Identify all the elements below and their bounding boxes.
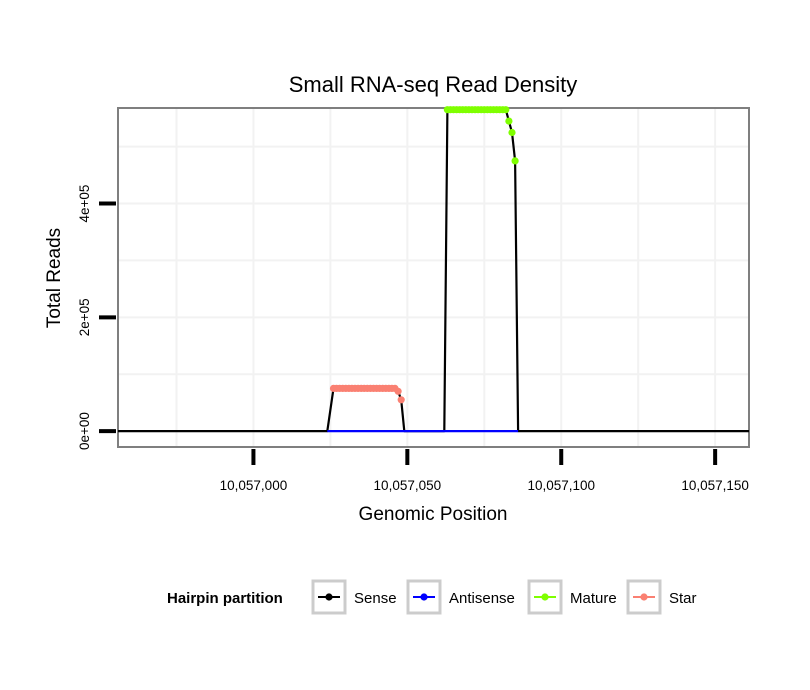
legend-key-point-star xyxy=(640,593,648,601)
grid xyxy=(118,108,749,447)
chart-title: Small RNA-seq Read Density xyxy=(289,72,578,97)
legend-key-point-antisense xyxy=(420,593,428,601)
sense-series-line xyxy=(118,108,749,433)
mature-point xyxy=(505,117,513,125)
y-tick-label: 0e+00 xyxy=(77,412,92,450)
plot-panel-border xyxy=(117,107,750,448)
legend-title: Hairpin partition xyxy=(167,590,283,607)
legend-key-point-sense xyxy=(325,593,333,601)
star-point xyxy=(394,387,402,395)
x-tick-label: 10,057,050 xyxy=(374,478,442,493)
legend-label-sense: Sense xyxy=(354,590,397,607)
y-tick-label: 2e+05 xyxy=(77,298,92,336)
mature-point xyxy=(508,128,516,137)
x-axis: 10,057,000 10,057,050 10,057,100 10,057,150 xyxy=(220,449,749,493)
x-tick-label: 10,057,150 xyxy=(681,478,749,493)
x-tick-label: 10,057,000 xyxy=(220,478,288,493)
y-axis-title: Total Reads xyxy=(44,228,65,328)
mature-point xyxy=(511,157,519,165)
x-tick-label: 10,057,100 xyxy=(527,478,595,493)
legend-key-point-mature xyxy=(541,593,549,601)
mature-point xyxy=(502,106,510,114)
legend-label-mature: Mature xyxy=(570,590,617,607)
y-tick-label: 4e+05 xyxy=(77,185,92,223)
x-axis-title: Genomic Position xyxy=(359,504,508,525)
legend-label-antisense: Antisense xyxy=(449,590,515,607)
legend-label-star: Star xyxy=(669,590,697,607)
star-point xyxy=(397,396,405,404)
y-axis: 0e+00 2e+05 4e+05 xyxy=(77,185,116,450)
series-layer xyxy=(118,106,749,433)
legend: Hairpin partition Sense Antisense Mature St… xyxy=(167,579,697,615)
